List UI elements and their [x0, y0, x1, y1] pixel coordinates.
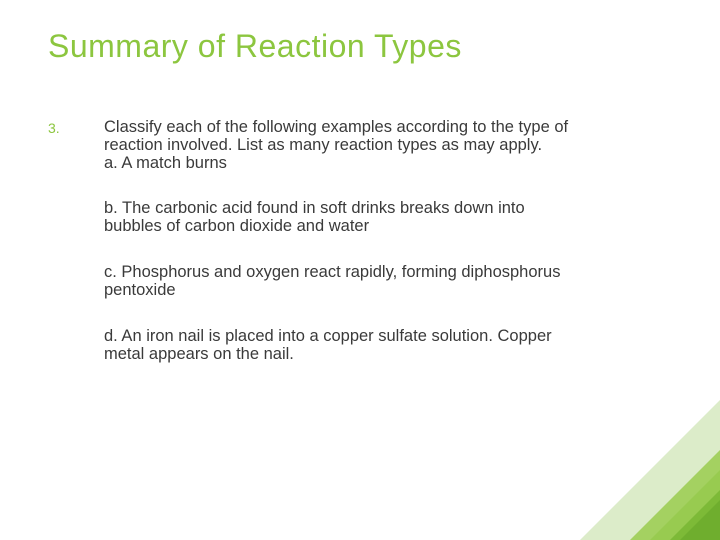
item-c: c. Phosphorus and oxygen react rapidly, …: [104, 264, 584, 300]
intro-text: Classify each of the following examples …: [104, 118, 568, 154]
intro-and-item-a: Classify each of the following examples …: [104, 119, 584, 172]
deco-tri-4: [650, 470, 720, 540]
deco-tri-3: [670, 490, 720, 540]
content-block: 3. Classify each of the following exampl…: [48, 119, 672, 391]
list-number: 3.: [48, 119, 104, 136]
item-a: a. A match burns: [104, 154, 227, 172]
slide-title: Summary of Reaction Types: [48, 28, 672, 65]
deco-tri-2: [630, 450, 720, 540]
slide: Summary of Reaction Types 3. Classify ea…: [0, 0, 720, 540]
item-b: b. The carbonic acid found in soft drink…: [104, 200, 584, 236]
body-text: Classify each of the following examples …: [104, 119, 584, 391]
item-d: d. An iron nail is placed into a copper …: [104, 328, 584, 364]
deco-tri-1: [580, 400, 720, 540]
